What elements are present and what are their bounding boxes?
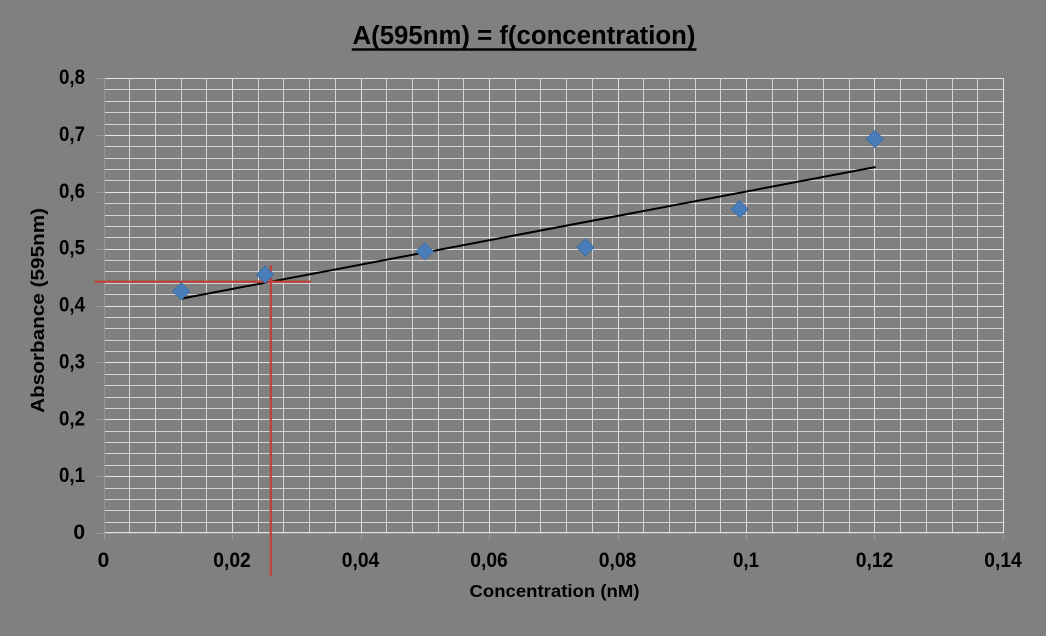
- svg-text:0,14: 0,14: [984, 549, 1022, 572]
- svg-text:0: 0: [98, 549, 110, 572]
- svg-text:0,1: 0,1: [59, 464, 85, 487]
- svg-text:0,3: 0,3: [59, 350, 85, 373]
- svg-text:0,8: 0,8: [59, 66, 85, 89]
- svg-text:Absorbance (595nm): Absorbance (595nm): [28, 208, 48, 413]
- svg-text:0,4: 0,4: [59, 294, 85, 317]
- svg-text:A(595nm) = f(concentration): A(595nm) = f(concentration): [353, 22, 696, 50]
- svg-text:0,08: 0,08: [599, 549, 637, 572]
- svg-text:0,04: 0,04: [342, 549, 380, 572]
- svg-text:0,5: 0,5: [59, 237, 85, 260]
- svg-text:0,06: 0,06: [470, 549, 508, 572]
- svg-text:0,1: 0,1: [733, 549, 759, 572]
- svg-text:0: 0: [73, 521, 85, 544]
- svg-text:Concentration (nM): Concentration (nM): [470, 581, 640, 601]
- svg-text:0,2: 0,2: [59, 407, 85, 430]
- svg-text:0,6: 0,6: [59, 180, 85, 203]
- svg-text:0,02: 0,02: [213, 549, 251, 572]
- svg-text:0,7: 0,7: [59, 123, 85, 146]
- svg-text:0,12: 0,12: [856, 549, 894, 572]
